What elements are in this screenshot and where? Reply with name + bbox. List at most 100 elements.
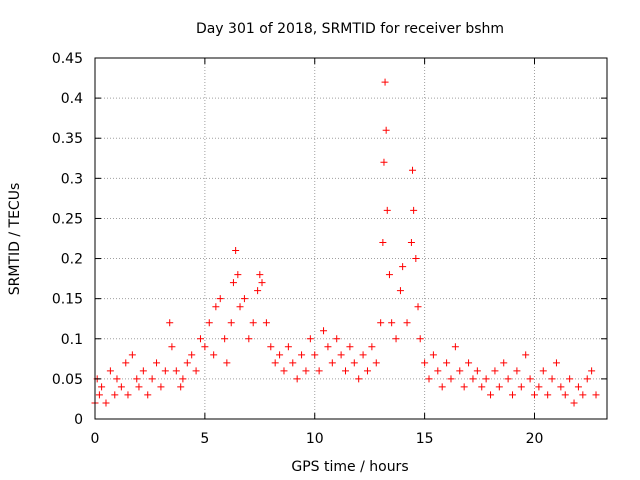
data-point xyxy=(117,383,125,391)
data-point xyxy=(491,367,499,375)
data-point xyxy=(495,383,503,391)
data-point xyxy=(168,343,176,351)
data-point xyxy=(236,303,244,311)
data-point xyxy=(522,351,530,359)
data-point xyxy=(111,391,119,399)
data-point xyxy=(359,351,367,359)
data-point xyxy=(148,375,156,383)
data-point xyxy=(588,367,596,375)
data-point xyxy=(526,375,534,383)
data-point xyxy=(381,78,389,86)
data-point xyxy=(229,279,237,287)
data-point xyxy=(311,351,319,359)
data-point xyxy=(500,359,508,367)
y-tick-label: 0.2 xyxy=(61,252,83,268)
data-point xyxy=(379,239,387,247)
data-point xyxy=(298,351,306,359)
data-point xyxy=(320,327,328,335)
data-point xyxy=(579,391,587,399)
data-point xyxy=(293,375,301,383)
data-point xyxy=(227,319,235,327)
data-point xyxy=(552,359,560,367)
data-point xyxy=(583,375,591,383)
data-point xyxy=(465,359,473,367)
y-tick-label: 0.35 xyxy=(52,131,83,147)
data-point xyxy=(539,367,547,375)
y-tick-label: 0 xyxy=(74,412,83,428)
data-point xyxy=(122,359,130,367)
data-point xyxy=(570,399,578,407)
data-point xyxy=(315,367,323,375)
data-point xyxy=(372,359,380,367)
data-point xyxy=(102,399,110,407)
data-point xyxy=(192,367,200,375)
data-point xyxy=(380,158,388,166)
data-point xyxy=(183,359,191,367)
data-point xyxy=(135,383,143,391)
data-point xyxy=(245,335,253,343)
axis-ticks: 0 0.05 0.1 0.15 0.2 0.25 0.3 0.35 0.4 0.45 0 5 10 15 2… xyxy=(52,51,607,447)
x-tick-label: 5 xyxy=(200,431,209,447)
data-point xyxy=(368,343,376,351)
data-point xyxy=(216,295,224,303)
data-point xyxy=(504,375,512,383)
data-point xyxy=(557,383,565,391)
data-point xyxy=(258,279,266,287)
data-point xyxy=(196,335,204,343)
data-point xyxy=(98,383,106,391)
chart-title: Day 301 of 2018, SRMTID for receiver bsh… xyxy=(196,21,504,37)
data-point xyxy=(482,375,490,383)
data-point xyxy=(388,319,396,327)
data-point xyxy=(328,359,336,367)
y-tick-label: 0.3 xyxy=(61,171,83,187)
data-point xyxy=(333,335,341,343)
data-point xyxy=(407,239,415,247)
data-point xyxy=(280,367,288,375)
data-point xyxy=(544,391,552,399)
data-point xyxy=(460,383,468,391)
data-point xyxy=(487,391,495,399)
y-tick-label: 0.05 xyxy=(52,372,83,388)
data-point xyxy=(377,319,385,327)
data-point xyxy=(324,343,332,351)
y-tick-label: 0.1 xyxy=(61,332,83,348)
data-point xyxy=(262,319,270,327)
data-point xyxy=(254,287,262,295)
y-axis-label: SRMTID / TECUs xyxy=(7,183,23,296)
data-point xyxy=(383,206,391,214)
data-point xyxy=(249,319,257,327)
data-point xyxy=(382,126,390,134)
data-point xyxy=(276,351,284,359)
data-point xyxy=(205,319,213,327)
data-point xyxy=(139,367,147,375)
data-point xyxy=(106,367,114,375)
data-point xyxy=(128,351,136,359)
data-point xyxy=(212,303,220,311)
data-point xyxy=(188,351,196,359)
data-point xyxy=(179,375,187,383)
data-point xyxy=(412,255,420,263)
data-point xyxy=(133,375,141,383)
data-point xyxy=(210,351,218,359)
y-tick-label: 0.15 xyxy=(52,292,83,308)
data-point xyxy=(447,375,455,383)
data-point xyxy=(267,343,275,351)
data-points xyxy=(91,78,600,407)
data-point xyxy=(232,247,240,255)
data-point xyxy=(144,391,152,399)
data-point xyxy=(574,383,582,391)
data-point xyxy=(399,263,407,271)
data-point xyxy=(271,359,279,367)
x-tick-label: 15 xyxy=(416,431,434,447)
y-tick-label: 0.25 xyxy=(52,211,83,227)
data-point xyxy=(409,166,417,174)
data-point xyxy=(256,271,264,279)
data-point xyxy=(221,335,229,343)
x-tick-label: 10 xyxy=(306,431,324,447)
data-point xyxy=(306,335,314,343)
y-tick-label: 0.45 xyxy=(52,51,83,67)
data-point xyxy=(234,271,242,279)
data-point xyxy=(561,391,569,399)
data-point xyxy=(95,391,103,399)
